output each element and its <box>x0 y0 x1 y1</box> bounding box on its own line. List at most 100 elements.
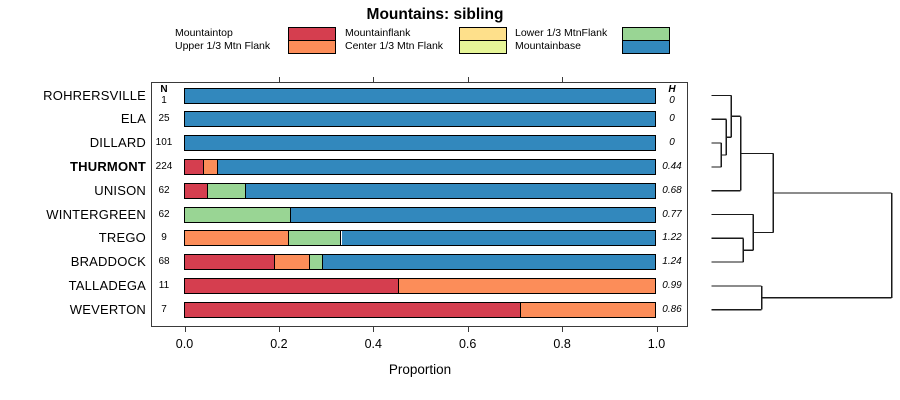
bar-row <box>184 182 656 199</box>
legend-label: Upper 1/3 Mtn Flank <box>175 40 271 52</box>
bar-segment <box>323 255 655 270</box>
h-value: 0 <box>669 94 675 106</box>
x-tick <box>467 327 469 332</box>
bar-segment <box>274 255 310 270</box>
category-label: ROHRERSVILLE <box>43 87 146 103</box>
x-tick-label: 1.0 <box>647 337 666 351</box>
category-label: WEVERTON <box>69 301 146 317</box>
x-tick-top <box>278 77 280 82</box>
bar-row <box>184 254 656 271</box>
x-axis-title: Proportion <box>388 362 452 377</box>
dendrogram <box>711 94 893 311</box>
h-value: 0.77 <box>662 208 682 220</box>
bar-segment <box>185 136 655 151</box>
n-value: 9 <box>161 232 167 244</box>
x-tick-top <box>562 77 564 82</box>
x-tick-label: 0.8 <box>553 337 571 351</box>
bar-segment <box>185 183 208 198</box>
x-tick-label: 0.0 <box>175 337 194 351</box>
category-label: BRADDOCK <box>70 254 146 270</box>
legend-label: Mountaintop <box>175 27 233 39</box>
bar-segment <box>203 159 219 174</box>
bar-row <box>184 87 656 104</box>
bar-segment <box>291 207 655 222</box>
x-tick-label: 0.6 <box>458 337 477 351</box>
n-value: 62 <box>158 208 170 220</box>
n-value: 25 <box>158 113 170 125</box>
n-value: 224 <box>155 160 173 172</box>
h-value: 0 <box>669 113 675 125</box>
legend-swatch-cell <box>460 41 506 53</box>
x-tick-label: 0.2 <box>270 337 288 351</box>
x-tick <box>373 327 375 332</box>
n-value: 7 <box>161 303 167 315</box>
category-label: TALLADEGA <box>68 277 146 293</box>
category-label: UNISON <box>94 182 146 198</box>
category-label: THURMONT <box>70 158 146 174</box>
bar-row <box>184 277 656 294</box>
bar-segment <box>185 278 399 293</box>
bar-segment <box>207 183 246 198</box>
x-tick-top <box>373 77 375 82</box>
category-label: WINTERGREEN <box>46 206 146 222</box>
bar-segment <box>185 302 521 317</box>
bar-row <box>184 135 656 152</box>
legend-swatch <box>622 27 670 54</box>
legend-label: Center 1/3 Mtn Flank <box>345 40 444 52</box>
bar-row <box>184 230 656 247</box>
x-tick <box>278 327 280 332</box>
legend-swatch-cell <box>289 41 335 53</box>
bar-segment <box>185 231 290 246</box>
h-value: 1.22 <box>662 232 682 244</box>
bar-segment <box>289 231 342 246</box>
x-tick-label: 0.4 <box>364 337 382 351</box>
category-label: ELA <box>120 111 146 127</box>
h-column-header: H <box>668 84 676 95</box>
n-value: 62 <box>158 184 170 196</box>
x-tick <box>184 327 186 332</box>
bar-row <box>184 158 656 175</box>
bar-segment <box>341 231 655 246</box>
bar-row <box>184 111 656 128</box>
n-value: 1 <box>161 94 167 106</box>
legend-swatch-cell <box>289 28 335 41</box>
x-tick <box>656 327 658 332</box>
bar-segment <box>185 112 655 127</box>
bar-segment <box>185 255 275 270</box>
legend-swatch-cell <box>623 41 669 53</box>
n-value: 11 <box>158 279 170 291</box>
bar-segment <box>309 255 324 270</box>
chart-title: Mountains: sibling <box>366 6 504 23</box>
n-value: 101 <box>155 137 173 149</box>
n-value: 68 <box>158 256 170 268</box>
bar-segment <box>245 183 655 198</box>
x-tick <box>562 327 564 332</box>
bar-segment <box>185 207 292 222</box>
legend-label: Mountainflank <box>345 27 411 39</box>
bar-segment <box>218 159 655 174</box>
legend-swatch <box>288 27 336 54</box>
h-value: 0 <box>669 137 675 149</box>
legend-swatch-cell <box>623 28 669 41</box>
legend-label: Lower 1/3 MtnFlank <box>515 27 608 39</box>
category-label: DILLARD <box>89 135 146 151</box>
bar-segment <box>185 88 655 103</box>
h-value: 0.86 <box>662 303 682 315</box>
bar-segment <box>185 159 204 174</box>
legend-swatch-cell <box>460 28 506 41</box>
bar-row <box>184 301 656 318</box>
bar-row <box>184 206 656 223</box>
bar-segment <box>520 302 655 317</box>
n-column-header: N <box>160 84 168 95</box>
h-value: 0.68 <box>662 184 682 196</box>
h-value: 0.44 <box>662 160 682 172</box>
bar-segment <box>398 278 655 293</box>
x-tick-top <box>467 77 469 82</box>
category-label: TREGO <box>98 230 146 246</box>
legend-swatch <box>459 27 507 54</box>
plot-area <box>151 82 688 327</box>
h-value: 0.99 <box>662 279 682 291</box>
h-value: 1.24 <box>662 256 682 268</box>
legend-label: Mountainbase <box>515 40 581 52</box>
